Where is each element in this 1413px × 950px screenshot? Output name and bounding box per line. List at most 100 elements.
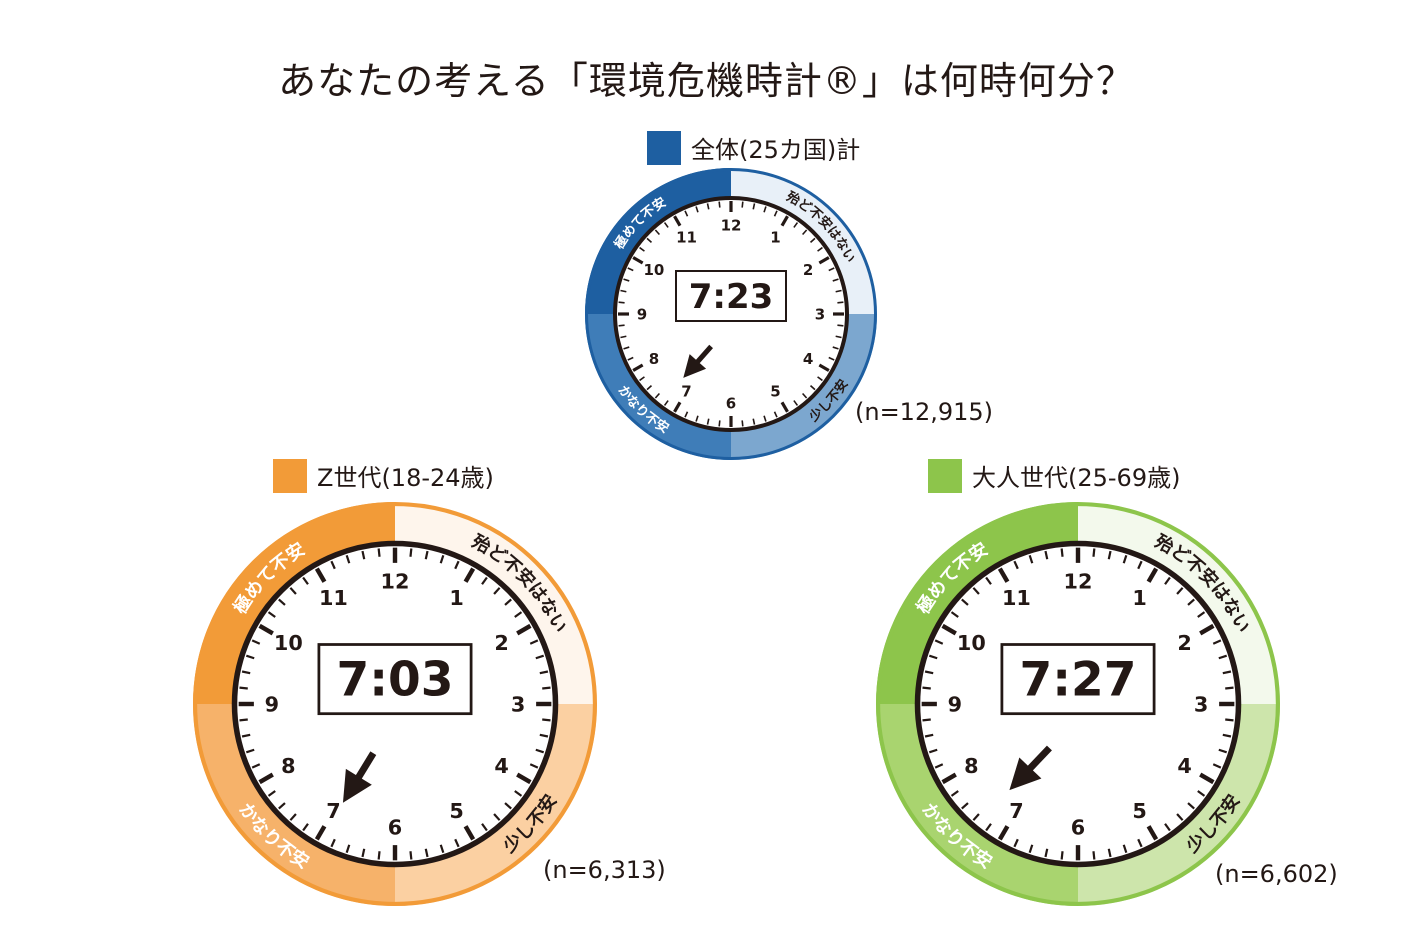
minute-tick (741, 420, 744, 427)
hour-number-10: 10 (643, 261, 664, 279)
hour-number-4: 4 (1177, 754, 1191, 778)
minute-tick (1222, 733, 1232, 738)
hour-tick (632, 256, 644, 265)
minute-tick (529, 763, 539, 769)
minute-tick (251, 763, 261, 769)
hour-tick (314, 825, 327, 841)
minute-tick (1013, 560, 1019, 570)
minute-tick (654, 392, 660, 399)
minute-tick (934, 763, 944, 769)
minute-tick (1176, 587, 1184, 595)
outer-ring (193, 502, 597, 906)
minute-tick (972, 813, 980, 821)
minute-tick (377, 548, 381, 557)
minute-tick (618, 324, 625, 327)
minute-tick (832, 278, 839, 282)
minute-tick (535, 654, 545, 660)
minute-tick (620, 335, 627, 339)
minute-tick (802, 392, 808, 399)
minute-tick (1222, 670, 1232, 675)
minute-tick (684, 411, 689, 418)
minute-tick (663, 222, 669, 228)
time-value: 7:23 (689, 277, 774, 317)
hour-number-3: 3 (511, 693, 525, 717)
minute-tick (542, 686, 551, 690)
hour-number-3: 3 (815, 306, 825, 324)
time-box (1000, 643, 1156, 716)
minute-tick (663, 400, 669, 406)
minute-tick (1092, 548, 1096, 557)
minute-tick (934, 639, 944, 645)
hour-tick (1199, 772, 1215, 785)
minute-tick (695, 415, 699, 422)
minute-tick (809, 385, 816, 391)
hour-number-2: 2 (494, 631, 508, 655)
hour-number-11: 11 (319, 586, 348, 610)
minute-tick (928, 748, 938, 754)
minute-tick (439, 844, 445, 854)
hour-tick (673, 401, 682, 413)
minute-tick (773, 210, 778, 217)
minute-tick (639, 376, 645, 382)
minute-tick (773, 411, 778, 418)
minute-tick (330, 838, 336, 848)
time-value: 7:27 (1020, 653, 1137, 708)
minute-tick (1218, 748, 1228, 754)
time-box (675, 270, 787, 322)
minute-tick (267, 790, 276, 797)
minute-tick (493, 587, 501, 595)
minute-tick (1092, 851, 1096, 860)
minute-tick (302, 576, 309, 585)
minute-tick (539, 670, 549, 675)
minute-tick (377, 851, 381, 860)
minute-tick (302, 823, 309, 832)
clock-hand (342, 751, 377, 803)
hour-number-12: 12 (1064, 569, 1093, 593)
hour-tick (780, 401, 789, 413)
minute-tick (706, 418, 710, 425)
minute-tick (817, 376, 823, 382)
minute-tick (241, 733, 251, 738)
minute-tick (439, 554, 445, 564)
minute-tick (828, 356, 835, 361)
hour-tick (997, 825, 1010, 841)
minute-tick (961, 802, 969, 810)
hour-number-5: 5 (449, 799, 463, 823)
hour-tick (516, 772, 532, 785)
minute-tick (361, 848, 366, 858)
minute-tick (627, 356, 634, 361)
hour-number-9: 9 (265, 693, 279, 717)
minute-tick (1028, 844, 1034, 854)
hour-number-8: 8 (964, 754, 978, 778)
minute-tick (1197, 611, 1206, 618)
hour-number-11: 11 (676, 228, 697, 246)
minute-tick (539, 733, 549, 738)
minute-tick (809, 237, 816, 243)
minute-tick (1122, 554, 1128, 564)
hour-tick (463, 567, 476, 583)
hour-number-6: 6 (726, 395, 736, 413)
minute-tick (928, 654, 938, 660)
hour-number-1: 1 (1132, 586, 1146, 610)
hour-number-9: 9 (948, 693, 962, 717)
hour-number-4: 4 (803, 350, 813, 368)
minute-tick (1028, 554, 1034, 564)
hour-number-12: 12 (381, 569, 410, 593)
minute-tick (1060, 548, 1064, 557)
minute-tick (1137, 838, 1143, 848)
minute-tick (832, 346, 839, 350)
hour-number-6: 6 (388, 816, 402, 840)
minute-tick (504, 598, 512, 606)
minute-tick (409, 851, 413, 860)
hour-number-10: 10 (274, 631, 303, 655)
minute-tick (1225, 718, 1234, 722)
minute-tick (289, 813, 297, 821)
minute-tick (409, 548, 413, 557)
hour-tick (516, 623, 532, 636)
clock-hand (683, 344, 713, 378)
minute-tick (535, 748, 545, 754)
legend-total: 全体(25カ国)計 (647, 130, 860, 165)
minute-tick (542, 718, 551, 722)
